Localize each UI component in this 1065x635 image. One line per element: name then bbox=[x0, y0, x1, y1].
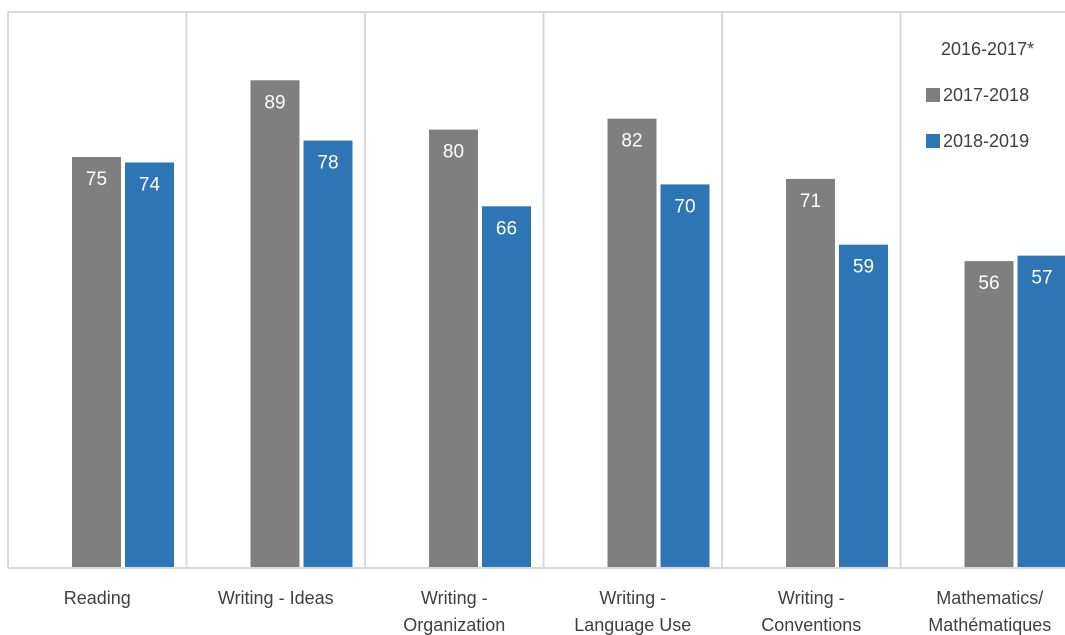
x-tick-label: Organization bbox=[403, 615, 505, 635]
bar bbox=[429, 129, 478, 568]
bar bbox=[1017, 255, 1065, 568]
legend: 2016-2017* 2017-2018 2018-2019 bbox=[926, 39, 1034, 151]
data-label: 89 bbox=[264, 92, 285, 113]
x-axis: Reading Writing - Ideas Writing - Organizat… bbox=[8, 567, 1065, 635]
x-tick-label: Mathématiques bbox=[928, 615, 1051, 635]
bar bbox=[607, 118, 657, 568]
data-label: 57 bbox=[1031, 268, 1052, 289]
data-label: 82 bbox=[621, 131, 642, 152]
bar bbox=[786, 178, 835, 569]
bar bbox=[839, 244, 888, 568]
x-tick-label: Writing - Ideas bbox=[218, 588, 334, 608]
legend-label: 2016-2017* bbox=[941, 39, 1034, 59]
bar bbox=[660, 184, 710, 568]
grid-lines bbox=[7, 11, 1065, 568]
legend-swatch bbox=[926, 88, 940, 102]
bar bbox=[250, 80, 300, 568]
data-label: 66 bbox=[496, 218, 517, 239]
data-label: 70 bbox=[674, 196, 695, 217]
data-label: 71 bbox=[800, 191, 821, 212]
bar bbox=[482, 206, 531, 568]
x-tick-label: Writing - bbox=[599, 588, 666, 608]
x-tick-label: Conventions bbox=[761, 615, 861, 635]
data-label: 78 bbox=[317, 153, 338, 174]
x-tick-label: Mathematics/ bbox=[936, 588, 1043, 608]
data-labels: 75 74 89 78 80 66 82 70 71 59 56 57 bbox=[86, 92, 1053, 294]
bar bbox=[125, 162, 174, 569]
data-label: 75 bbox=[86, 169, 107, 190]
x-tick-label: Writing - bbox=[421, 588, 488, 608]
legend-label: 2018-2019 bbox=[943, 131, 1029, 151]
data-label: 74 bbox=[139, 174, 161, 195]
bar bbox=[72, 157, 121, 568]
data-label: 59 bbox=[853, 257, 874, 278]
x-tick-label: Language Use bbox=[574, 615, 691, 635]
bar bbox=[303, 140, 353, 568]
bars bbox=[72, 80, 1065, 569]
legend-swatch bbox=[926, 134, 940, 148]
data-label: 56 bbox=[978, 273, 999, 294]
x-tick-label: Writing - bbox=[778, 588, 845, 608]
legend-label: 2017-2018 bbox=[943, 85, 1029, 105]
x-tick-label: Reading bbox=[64, 588, 131, 608]
data-label: 80 bbox=[443, 142, 464, 163]
bar bbox=[964, 261, 1014, 568]
